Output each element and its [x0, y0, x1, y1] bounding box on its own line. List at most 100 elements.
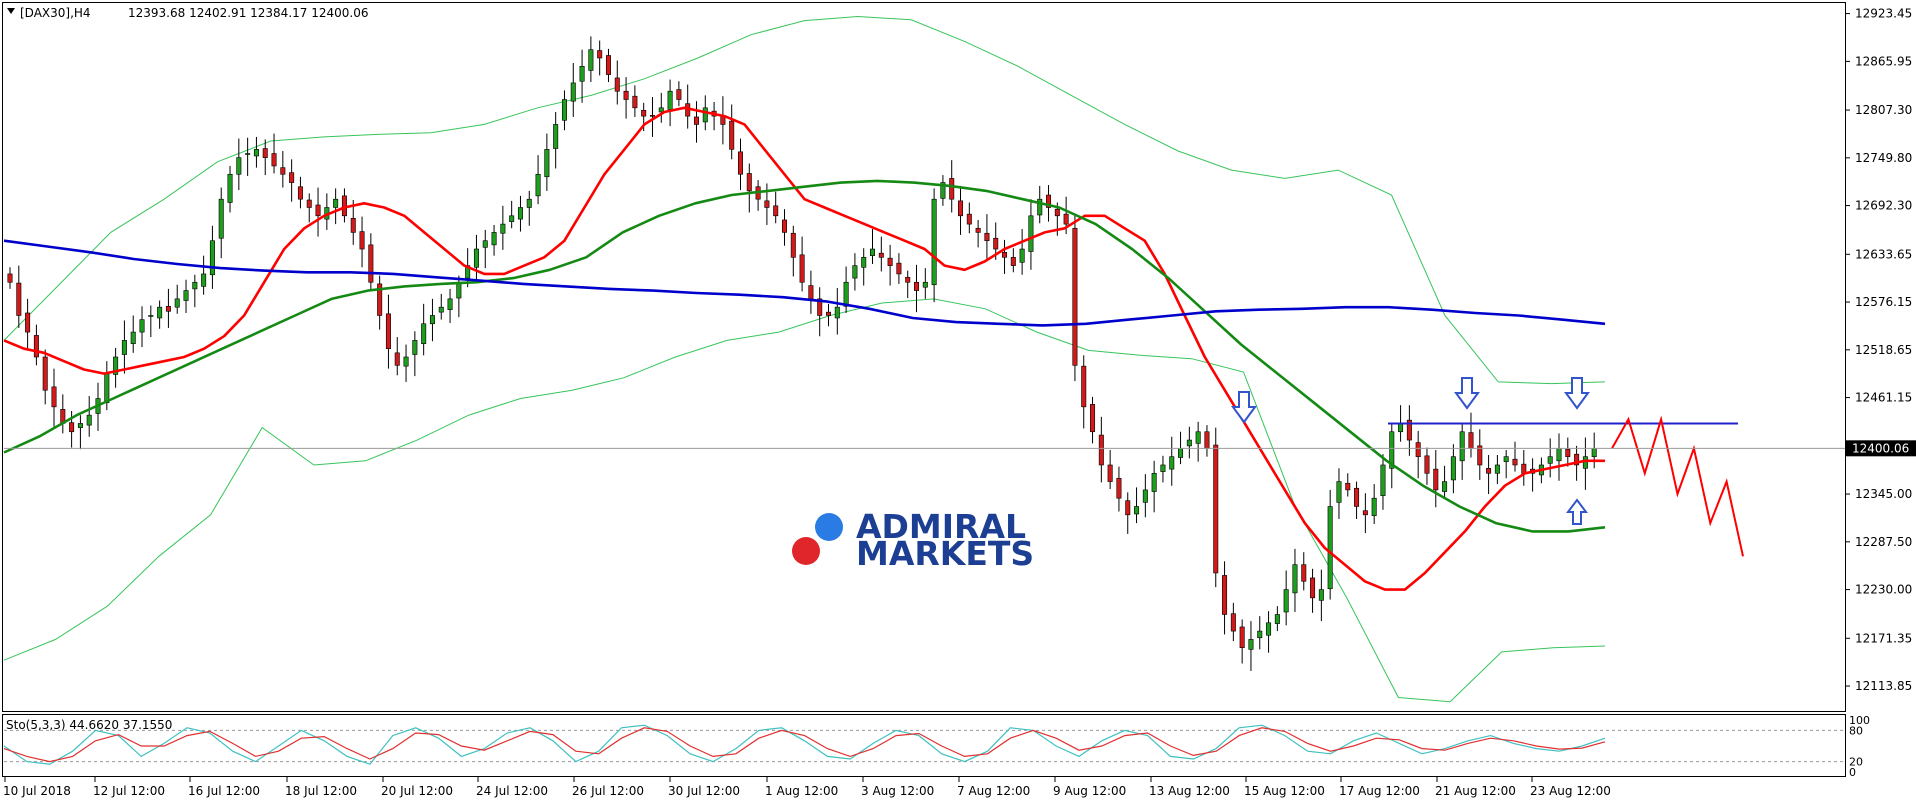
candle	[799, 236, 805, 292]
candle	[500, 205, 506, 250]
price-tick-label: 12518.65	[1855, 343, 1912, 357]
candle	[517, 195, 523, 232]
candle	[658, 92, 664, 123]
time-tick-label: 17 Aug 12:00	[1339, 784, 1420, 798]
candle	[183, 279, 189, 313]
candle	[1424, 447, 1430, 485]
time-tick-label: 20 Jul 12:00	[381, 784, 453, 798]
candle	[1248, 621, 1254, 671]
candle	[1503, 450, 1509, 479]
time-tick-label: 23 Aug 12:00	[1530, 784, 1611, 798]
candle	[570, 62, 576, 117]
candle	[737, 138, 743, 191]
candle	[1345, 473, 1351, 497]
candle	[790, 225, 796, 277]
slow-MA-line	[3, 179, 1606, 533]
candle	[1336, 468, 1342, 519]
candle	[1415, 430, 1421, 479]
candle	[447, 288, 453, 323]
candle	[1151, 460, 1157, 513]
time-tick-label: 3 Aug 12:00	[861, 784, 934, 798]
candle	[236, 138, 242, 191]
candle	[174, 284, 180, 314]
candle	[1090, 396, 1096, 444]
candle	[139, 306, 145, 348]
candle	[1380, 454, 1386, 510]
candle	[826, 303, 832, 327]
candle	[817, 287, 823, 337]
candle	[526, 190, 532, 226]
candle	[958, 185, 964, 235]
candle	[403, 344, 409, 382]
dropdown-triangle-icon[interactable]	[7, 8, 15, 14]
candle	[931, 188, 937, 303]
candle	[121, 320, 127, 374]
candle	[385, 294, 391, 369]
logo-blue-dot-icon	[815, 513, 843, 541]
time-tick-label: 21 Aug 12:00	[1435, 784, 1516, 798]
candle	[25, 298, 31, 351]
candle	[1213, 427, 1219, 588]
candle	[535, 155, 541, 205]
candle	[315, 187, 321, 237]
candle	[834, 288, 840, 335]
price-tick-label: 12865.95	[1855, 54, 1912, 68]
candle	[1010, 248, 1016, 273]
candle	[746, 163, 752, 213]
candle	[1002, 239, 1008, 274]
candle	[781, 209, 787, 246]
logo-red-dot-icon	[792, 537, 820, 565]
candle	[1292, 548, 1298, 612]
candle	[473, 234, 479, 283]
candle	[1046, 185, 1052, 222]
price-tick-label: 12230.00	[1855, 583, 1912, 597]
long-MA-line	[3, 239, 1606, 327]
time-tick-label: 18 Jul 12:00	[285, 784, 357, 798]
candle	[165, 288, 171, 328]
candle	[597, 40, 603, 76]
candle	[350, 200, 356, 245]
candle	[130, 315, 136, 353]
candle	[42, 349, 48, 405]
candle	[306, 193, 312, 223]
down-arrow-2-icon	[1454, 377, 1480, 410]
candle	[1494, 455, 1500, 485]
price-tick-label: 12171.35	[1855, 631, 1912, 645]
price-tick-label: 12692.30	[1855, 199, 1912, 213]
lower-band-line	[3, 298, 1606, 703]
stoch-tick-label: 100	[1849, 714, 1870, 727]
candle	[51, 368, 57, 427]
candle	[86, 396, 92, 437]
annotations	[1231, 377, 1744, 557]
moving-averages	[3, 106, 1606, 591]
candle	[1169, 436, 1175, 486]
candle	[649, 97, 655, 137]
candle	[1354, 481, 1360, 519]
candle	[1125, 492, 1131, 534]
candle	[394, 337, 400, 376]
candle	[1310, 568, 1316, 613]
time-tick-label: 9 Aug 12:00	[1053, 784, 1126, 798]
stoch-tick-label: 0	[1849, 766, 1856, 779]
candle	[1239, 619, 1245, 664]
candle	[984, 214, 990, 262]
candle	[1116, 466, 1122, 512]
admiral-markets-logo: ADMIRAL MARKETS	[792, 507, 1034, 573]
time-tick-label: 7 Aug 12:00	[957, 784, 1030, 798]
stoch-tick-label: 20	[1849, 756, 1863, 769]
price-tick-label: 12345.00	[1855, 487, 1912, 501]
candle	[773, 191, 779, 224]
time-tick-label: 26 Jul 12:00	[572, 784, 644, 798]
candle	[333, 188, 339, 225]
candle	[940, 175, 946, 206]
price-tick-label: 12807.30	[1855, 103, 1912, 117]
candle	[1028, 199, 1034, 270]
candle	[1098, 416, 1104, 483]
bollinger-bands	[3, 15, 1606, 703]
stochastic-panel-frame	[2, 714, 1846, 777]
down-arrow-3-icon	[1564, 377, 1590, 410]
time-tick-label: 16 Jul 12:00	[188, 784, 260, 798]
candle	[7, 267, 13, 289]
candle	[192, 274, 198, 308]
